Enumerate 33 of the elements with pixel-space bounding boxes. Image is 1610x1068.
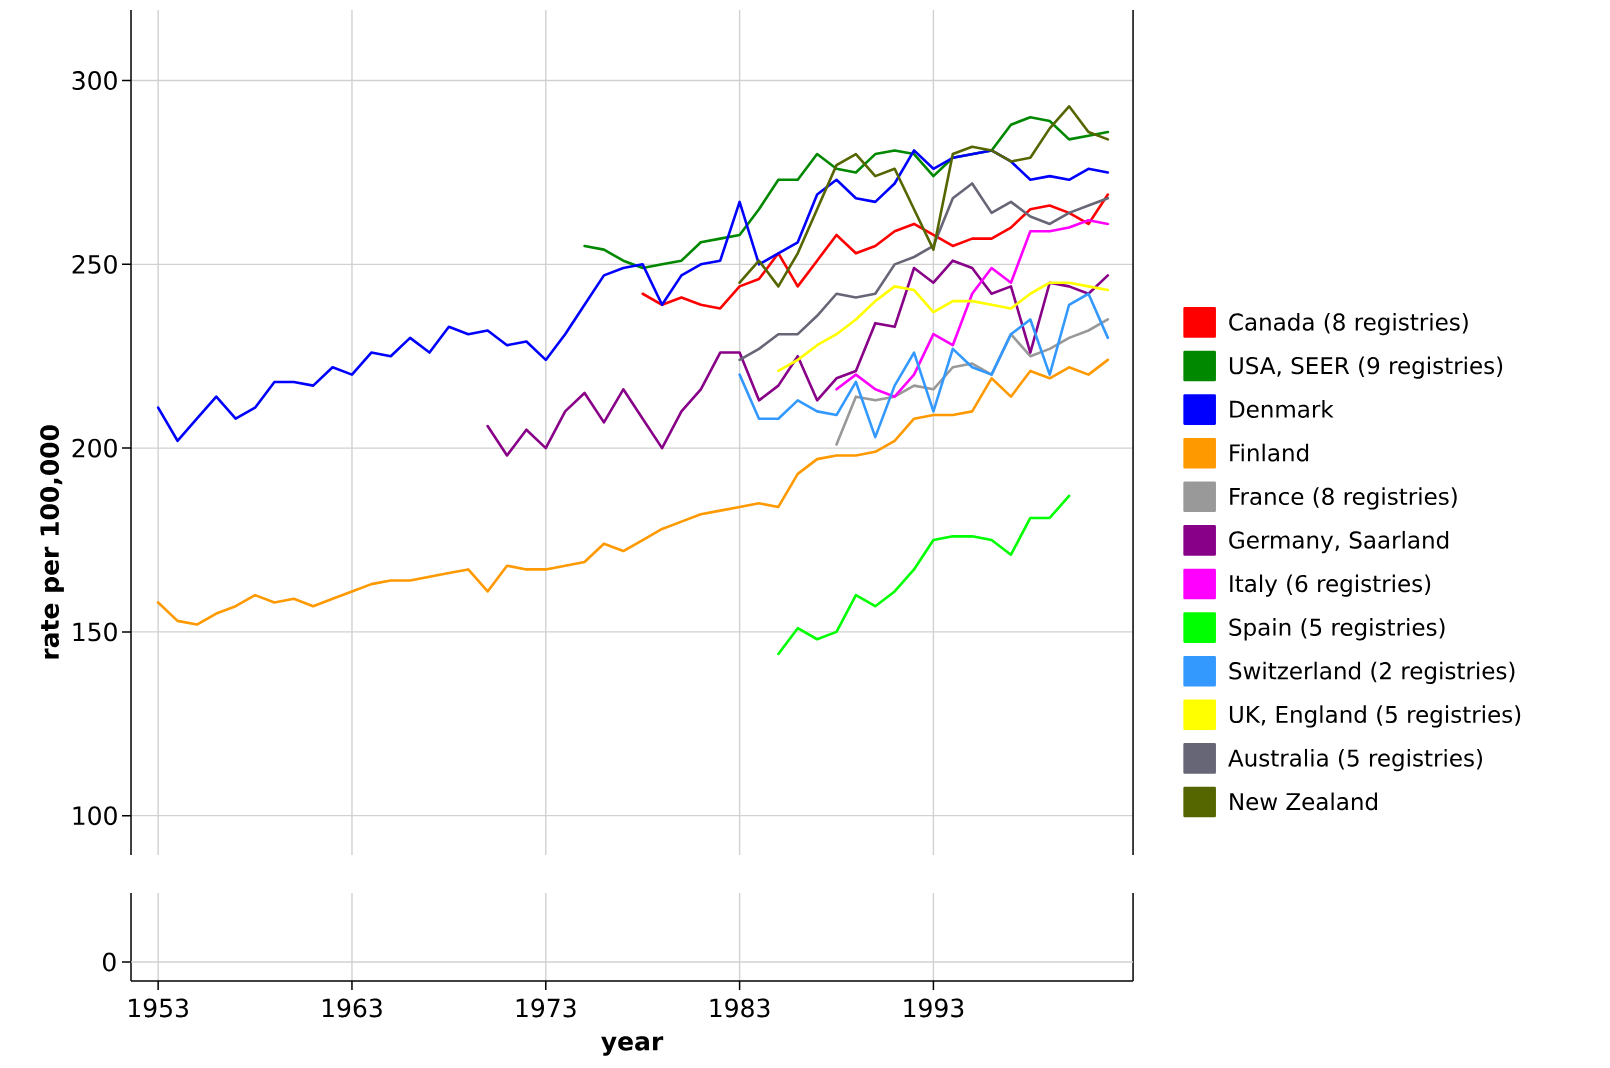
x-tick-label: 1973	[516, 998, 576, 1018]
x-tick-label: 1963	[322, 998, 382, 1018]
legend-label: Spain (5 registries)	[1229, 618, 1445, 641]
line-series	[777, 281, 1110, 373]
x-tick-label: 1953	[129, 998, 188, 1018]
x-tick-label: 1993	[904, 998, 964, 1018]
line-series	[486, 259, 1110, 457]
y-tick-label: 200	[72, 438, 117, 458]
legend-label: Finland	[1230, 443, 1309, 462]
legend-label: New Zealand	[1230, 792, 1377, 811]
legend-label: Switzerland (2 registries)	[1229, 661, 1515, 684]
line-series	[835, 218, 1110, 398]
legend-label: Canada (8 registries)	[1229, 312, 1468, 336]
y-tick-label: 300	[72, 71, 117, 91]
y-axis-title: rate per 100,000	[40, 425, 64, 659]
line-series	[738, 292, 1110, 439]
legend-label: France (8 registries)	[1230, 487, 1457, 510]
line-series	[738, 182, 1110, 362]
text: 0	[103, 952, 116, 972]
legend-label: Italy (6 registries)	[1230, 574, 1431, 597]
y-tick-label: 100	[73, 806, 117, 826]
x-axis-title: year	[601, 1036, 664, 1056]
y-tick-label: 250	[72, 254, 117, 274]
y-tick-label: 150	[73, 622, 117, 642]
legend-label: Denmark	[1230, 400, 1334, 418]
legend-label: UK, England (5 registries)	[1229, 705, 1521, 728]
legend-label: Australia (5 registries)	[1228, 748, 1482, 772]
legend-label: USA, SEER (9 registries)	[1229, 356, 1503, 379]
line-series	[738, 105, 1110, 288]
x-tick-label: 1983	[710, 998, 770, 1018]
line-series	[641, 193, 1110, 310]
legend-label: Germany, Saarland	[1229, 530, 1449, 554]
line-series	[777, 494, 1071, 656]
